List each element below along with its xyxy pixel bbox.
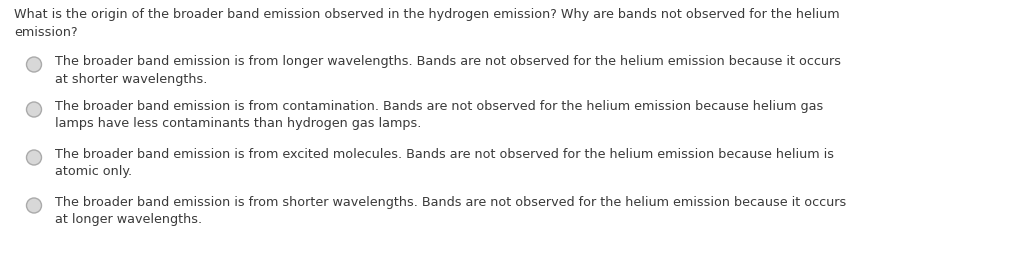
Circle shape (26, 198, 41, 213)
Text: The broader band emission is from contamination. Bands are not observed for the : The broader band emission is from contam… (55, 100, 823, 131)
Text: The broader band emission is from excited molecules. Bands are not observed for : The broader band emission is from excite… (55, 148, 834, 178)
Circle shape (26, 57, 41, 72)
Circle shape (26, 102, 41, 117)
Circle shape (26, 150, 41, 165)
Text: What is the origin of the broader band emission observed in the hydrogen emissio: What is the origin of the broader band e… (14, 8, 839, 38)
Text: The broader band emission is from longer wavelengths. Bands are not observed for: The broader band emission is from longer… (55, 55, 841, 86)
Text: The broader band emission is from shorter wavelengths. Bands are not observed fo: The broader band emission is from shorte… (55, 196, 846, 227)
